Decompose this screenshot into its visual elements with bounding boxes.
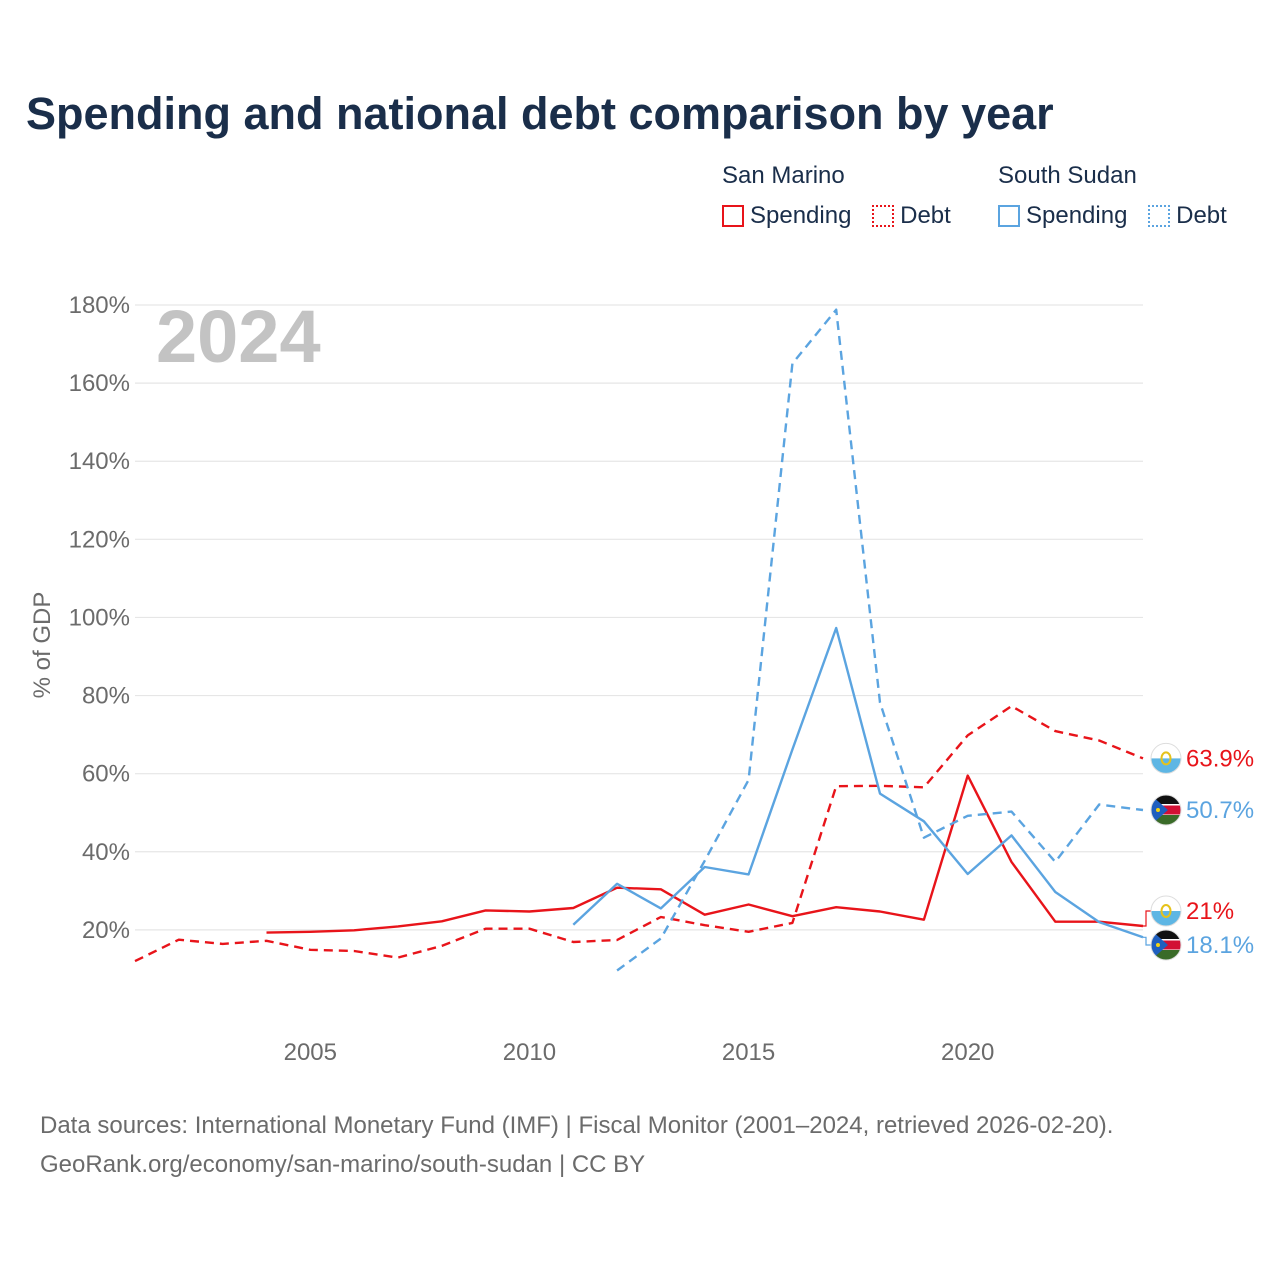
y-tick-label: 60% bbox=[82, 761, 130, 788]
label-connector bbox=[1143, 936, 1151, 946]
legend-item-label: Spending bbox=[1026, 202, 1128, 229]
footer: Data sources: International Monetary Fun… bbox=[40, 1106, 1113, 1184]
y-tick-label: 80% bbox=[82, 683, 130, 710]
legend-item-south-sudan-spending[interactable]: Spending bbox=[998, 202, 1127, 230]
x-tick-label: 2020 bbox=[941, 1039, 994, 1066]
y-tick-label: 120% bbox=[69, 526, 130, 553]
legend-item-label: Debt bbox=[900, 202, 951, 229]
end-value-label: 21% bbox=[1186, 898, 1234, 925]
y-tick-label: 180% bbox=[69, 292, 130, 319]
south-sudan-flag-icon bbox=[1150, 929, 1182, 961]
end-value-label: 63.9% bbox=[1186, 745, 1254, 772]
x-axis-ticks: 2005 2010 2015 2020 bbox=[284, 1039, 995, 1066]
footer-sources: Data sources: International Monetary Fun… bbox=[40, 1112, 1114, 1139]
y-axis-label: % of GDP bbox=[29, 592, 56, 699]
y-tick-label: 40% bbox=[82, 839, 130, 866]
legend-swatch-solid bbox=[998, 205, 1020, 227]
san-marino-flag-icon bbox=[1150, 895, 1182, 927]
end-value-label: 50.7% bbox=[1186, 797, 1254, 824]
x-tick-label: 2015 bbox=[722, 1039, 775, 1066]
y-tick-label: 160% bbox=[69, 370, 130, 397]
chart-title: Spending and national debt comparison by… bbox=[26, 88, 1054, 139]
legend-group-label: South Sudan bbox=[998, 162, 1137, 189]
legend-swatch-dotted bbox=[1148, 205, 1171, 227]
legend-item-south-sudan-debt[interactable]: Debt bbox=[1148, 202, 1227, 230]
year-watermark: 2024 bbox=[156, 295, 321, 378]
series-lines bbox=[134, 308, 1144, 972]
legend-group-south-sudan: South Sudan Spending Debt bbox=[998, 162, 1241, 234]
series-south-sudan-spending[interactable] bbox=[572, 626, 1144, 939]
y-tick-label: 140% bbox=[69, 448, 130, 475]
legend-item-san-marino-debt[interactable]: Debt bbox=[872, 202, 951, 230]
x-tick-label: 2010 bbox=[503, 1039, 556, 1066]
end-value-label: 18.1% bbox=[1186, 932, 1254, 959]
end-labels: 63.9% 21% 50.7% 18.1% bbox=[1143, 742, 1254, 961]
y-axis-ticks: 20% 40% 60% 80% 100% 120% 140% 160% 180% bbox=[69, 292, 130, 944]
legend-swatch-dotted bbox=[872, 205, 895, 227]
footer-url[interactable]: GeoRank.org/economy/san-marino/south-sud… bbox=[40, 1151, 646, 1178]
y-tick-label: 100% bbox=[69, 604, 130, 631]
legend-swatch-solid bbox=[722, 205, 744, 227]
label-connector bbox=[1143, 910, 1151, 927]
legend-item-label: Debt bbox=[1176, 202, 1227, 229]
x-tick-label: 2005 bbox=[284, 1039, 337, 1066]
series-south-sudan-debt[interactable] bbox=[616, 308, 1144, 972]
legend-item-san-marino-spending[interactable]: Spending bbox=[722, 202, 851, 230]
gridlines bbox=[135, 304, 1143, 931]
y-tick-label: 20% bbox=[82, 917, 130, 944]
legend-item-label: Spending bbox=[750, 202, 852, 229]
series-san-marino-debt[interactable] bbox=[134, 704, 1144, 963]
south-sudan-flag-icon bbox=[1150, 794, 1182, 826]
san-marino-flag-icon bbox=[1150, 742, 1182, 774]
series-san-marino-spending[interactable] bbox=[266, 774, 1144, 934]
legend-group-san-marino: San Marino Spending Debt bbox=[722, 162, 965, 234]
legend-group-label: San Marino bbox=[722, 162, 845, 189]
